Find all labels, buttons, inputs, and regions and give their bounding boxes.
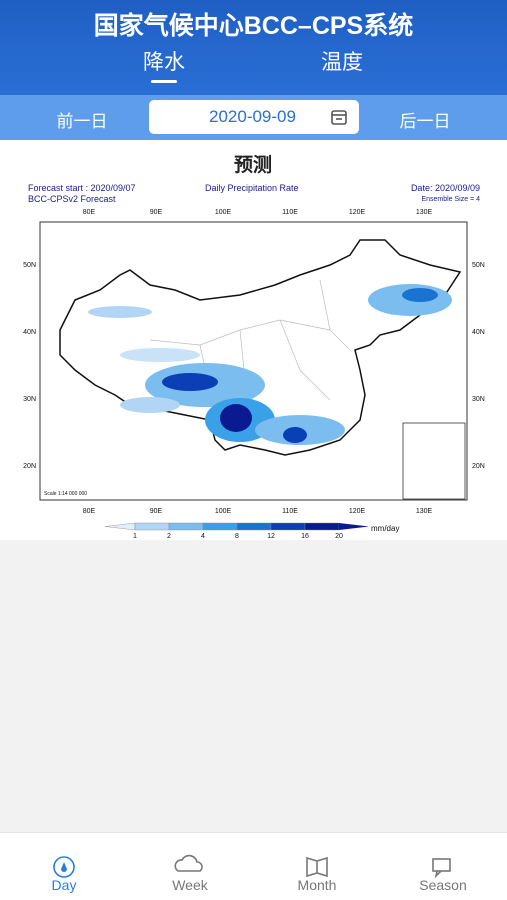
lon-label: 90E	[150, 209, 163, 216]
lat-label: 40N	[23, 329, 36, 336]
lon-label: 90E	[150, 508, 163, 515]
colorbar-tick: 12	[267, 533, 275, 540]
precip-areas	[88, 284, 452, 445]
nav-item[interactable]: Week	[172, 877, 208, 893]
lon-label: 80E	[83, 209, 96, 216]
bottom-nav: Day Week Month Season	[0, 832, 507, 900]
lat-label: 40N	[472, 329, 485, 336]
forecast-start: Forecast start : 2020/09/07	[28, 183, 136, 193]
tab-indicator	[151, 80, 177, 83]
colorbar-segment	[202, 522, 238, 531]
nav-item[interactable]: Season	[419, 877, 467, 893]
colorbar-segment	[168, 522, 204, 531]
date-bar: 前一日 2020-09-09 后一日	[0, 95, 507, 140]
colorbar-segment	[270, 522, 306, 531]
date-text: 2020-09-09	[209, 107, 296, 126]
forecast-panel: 预测 Forecast start : 2020/09/07 BCC-CPSv2…	[0, 140, 507, 540]
tab[interactable]: 降水	[143, 51, 185, 74]
lon-label: 100E	[215, 508, 232, 515]
colorbar-segment	[236, 522, 272, 531]
lat-label: 20N	[472, 463, 485, 470]
forecast-map: 预测 Forecast start : 2020/09/07 BCC-CPSv2…	[23, 154, 485, 540]
lat-label: 50N	[472, 262, 485, 269]
colorbar-end	[339, 523, 369, 530]
prev-button[interactable]: 前一日	[56, 112, 108, 131]
nav-item[interactable]: Day	[51, 877, 77, 893]
colorbar-tick: 8	[235, 533, 239, 540]
app-title: 国家气候中心BCC–CPS系统	[93, 12, 414, 40]
lon-label: 110E	[282, 209, 298, 216]
section-title: 预测	[234, 154, 272, 176]
header: 国家气候中心BCC–CPS系统 降水 温度	[0, 0, 507, 95]
ensemble-size: Ensemble Size = 4	[421, 196, 480, 203]
model-name: BCC-CPSv2 Forecast	[28, 194, 116, 204]
map-date: Date: 2020/09/09	[411, 183, 480, 193]
lat-label: 30N	[472, 396, 485, 403]
lat-label: 50N	[23, 262, 36, 269]
lon-label: 130E	[416, 508, 433, 515]
inset-map	[402, 422, 466, 500]
tab[interactable]: 温度	[321, 51, 363, 74]
lat-label: 20N	[23, 463, 36, 470]
lon-label: 80E	[83, 508, 96, 515]
lon-label: 100E	[215, 209, 232, 216]
colorbar-tick: 4	[201, 533, 205, 540]
colorbar-start	[104, 522, 136, 531]
lon-label: 130E	[416, 209, 433, 216]
colorbar-tick: 20	[335, 533, 343, 540]
date-picker[interactable]: 2020-09-09	[149, 100, 359, 134]
colorbar-tick: 16	[301, 533, 309, 540]
map-scale: Scale 1:14 000 000	[44, 491, 87, 497]
lat-label: 30N	[23, 396, 36, 403]
colorbar-unit: mm/day	[371, 524, 399, 533]
calendar-icon	[331, 110, 347, 125]
next-button[interactable]: 后一日	[399, 112, 451, 131]
lon-label: 120E	[349, 209, 366, 216]
variable: Daily Precipitation Rate	[205, 183, 299, 193]
nav-icons	[53, 854, 451, 879]
lon-label: 120E	[349, 508, 366, 515]
nav-item[interactable]: Month	[297, 877, 337, 893]
colorbar-segment	[134, 522, 170, 531]
lon-label: 110E	[282, 508, 298, 515]
colorbar-tick: 1	[133, 533, 137, 540]
colorbar-tick: 2	[167, 533, 171, 540]
colorbar-segment	[304, 522, 340, 531]
